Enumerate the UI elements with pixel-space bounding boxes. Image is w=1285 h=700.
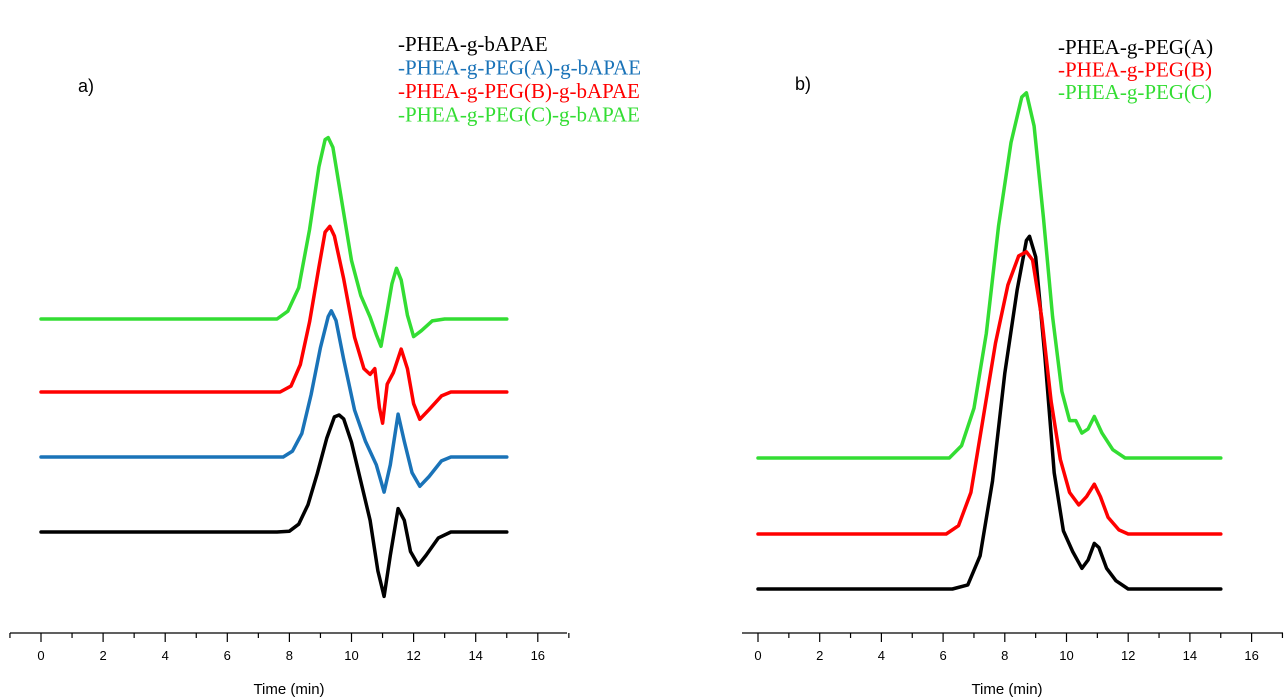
series-line-3 (39, 224, 509, 425)
panel-b-label: b) (795, 74, 811, 94)
x-tick-label: 0 (754, 648, 761, 663)
legend-entry: -PHEA-g-PEG(C)-g-bAPAE (398, 103, 640, 127)
x-tick-label: 6 (939, 648, 946, 663)
x-tick-label: 12 (1121, 648, 1135, 663)
legend-entry: -PHEA-g-PEG(A)-g-bAPAE (398, 56, 641, 80)
series-line-3 (756, 91, 1223, 460)
x-tick-label: 8 (286, 648, 293, 663)
series-line-1 (756, 234, 1223, 591)
panel-b-series-group (756, 91, 1223, 591)
panel-a-label: a) (78, 76, 94, 96)
legend-entry: -PHEA-g-PEG(B)-g-bAPAE (398, 79, 640, 103)
x-tick-label: 16 (1244, 648, 1258, 663)
legend-entry: -PHEA-g-PEG(B) (1058, 58, 1212, 82)
panel-a-series-group (39, 135, 509, 599)
panel-a-legend: -PHEA-g-bAPAE-PHEA-g-PEG(A)-g-bAPAE-PHEA… (398, 32, 641, 127)
legend-entry: -PHEA-g-PEG(C) (1058, 80, 1212, 104)
x-tick-label: 12 (406, 648, 420, 663)
legend-entry: -PHEA-g-bAPAE (398, 32, 548, 56)
x-tick-label: 2 (816, 648, 823, 663)
x-tick-label: 6 (224, 648, 231, 663)
panel-a-x-axis-label: Time (min) (253, 681, 324, 698)
panel-b: b) 0 2 4 6 8 10 12 14 16 Time (min) -PHEA-g-PEG(… (742, 35, 1284, 698)
series-line-1 (39, 413, 509, 599)
panel-a: a) 0 2 4 6 8 10 12 14 16 Time (min) -PHEA-g-bAPA… (9, 32, 641, 698)
panel-a-ticks: 0 2 4 6 8 10 12 14 16 (9, 633, 570, 663)
series-line-2 (756, 250, 1223, 536)
x-tick-label: 16 (531, 648, 545, 663)
x-tick-label: 8 (1001, 648, 1008, 663)
series-line-2 (39, 309, 509, 494)
x-tick-label: 0 (37, 648, 44, 663)
panel-b-legend: -PHEA-g-PEG(A)-PHEA-g-PEG(B)-PHEA-g-PEG(… (1058, 35, 1213, 104)
x-tick-label: 10 (1059, 648, 1073, 663)
panel-b-ticks: 0 2 4 6 8 10 12 14 16 (754, 633, 1284, 663)
x-tick-label: 4 (878, 648, 885, 663)
legend-entry: -PHEA-g-PEG(A) (1058, 35, 1213, 59)
x-tick-label: 4 (162, 648, 169, 663)
panel-b-x-axis-label: Time (min) (971, 681, 1042, 698)
x-tick-label: 14 (1183, 648, 1197, 663)
x-tick-label: 14 (468, 648, 482, 663)
x-tick-label: 10 (344, 648, 358, 663)
x-tick-label: 2 (99, 648, 106, 663)
series-line-4 (39, 135, 509, 349)
